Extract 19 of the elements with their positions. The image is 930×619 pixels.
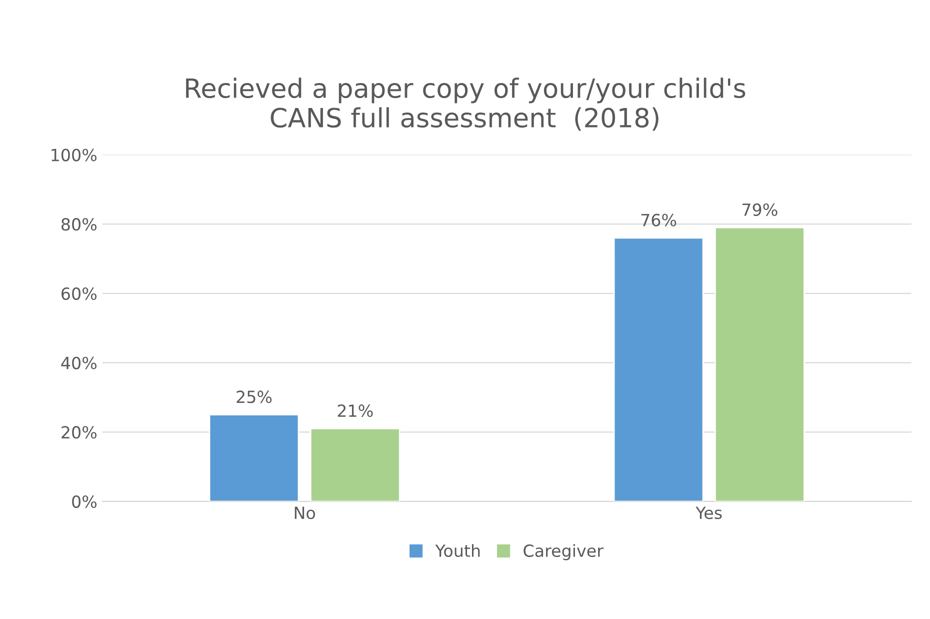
data-label: 79% — [742, 203, 778, 216]
y-tick-label: 0% — [72, 495, 97, 508]
y-tick-label: 80% — [62, 218, 97, 231]
y-tick-label: 60% — [62, 287, 97, 300]
chart-title: Recieved a paper copy of your/your child's CANS full assessment (2018) — [186, 78, 746, 131]
legend-label: Youth — [435, 544, 480, 558]
y-tick-label: 100% — [52, 148, 97, 162]
x-tick-label: Yes — [696, 506, 722, 520]
y-tick-label: 40% — [61, 356, 97, 370]
x-tick-label: No — [294, 506, 315, 520]
bar — [310, 428, 400, 502]
legend-label: Caregiver — [524, 544, 604, 560]
bar — [208, 414, 300, 502]
bar — [613, 237, 704, 502]
data-label: 21% — [338, 404, 373, 418]
data-label: 76% — [641, 214, 676, 226]
data-label: 25% — [236, 390, 272, 404]
y-tick-label: 20% — [62, 426, 97, 439]
bar — [714, 226, 805, 502]
